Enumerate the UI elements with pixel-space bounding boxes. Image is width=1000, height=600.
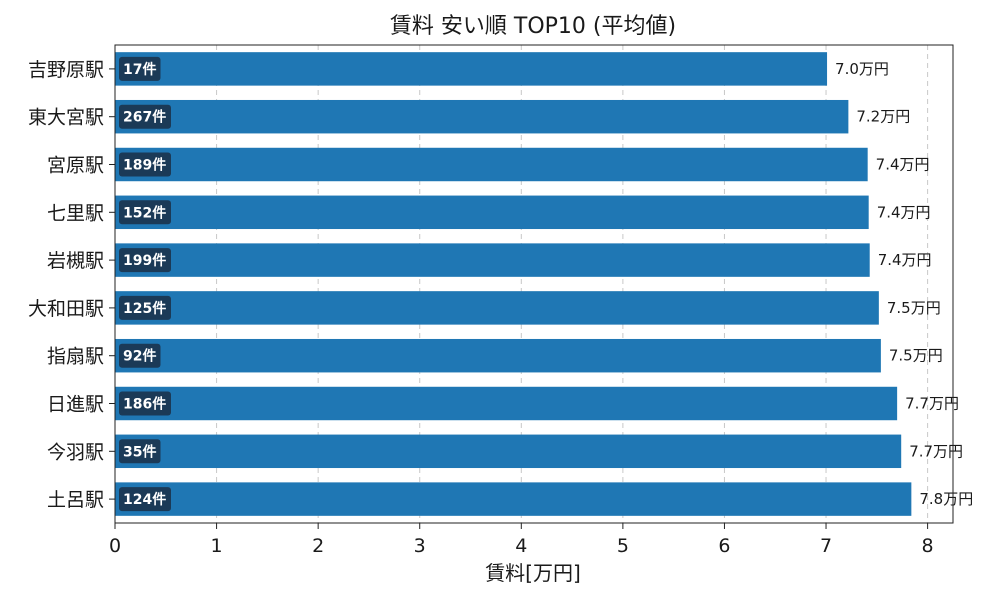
count-label: 17件 bbox=[123, 61, 156, 78]
value-label: 7.7万円 bbox=[909, 442, 963, 460]
x-tick-label: 6 bbox=[718, 535, 730, 557]
bar bbox=[115, 195, 869, 230]
category-label: 七里駅 bbox=[47, 202, 104, 224]
x-tick-label: 5 bbox=[617, 535, 629, 557]
x-tick-label: 8 bbox=[922, 535, 934, 557]
category-label: 指扇駅 bbox=[47, 346, 104, 368]
bar bbox=[115, 291, 879, 325]
count-badge bbox=[119, 104, 171, 129]
count-label: 199件 bbox=[123, 252, 166, 269]
x-tick-label: 3 bbox=[414, 535, 426, 557]
count-label: 152件 bbox=[123, 204, 166, 221]
count-badge bbox=[119, 295, 171, 320]
x-tick-label: 2 bbox=[312, 535, 324, 557]
plot-frame bbox=[114, 44, 954, 524]
value-label: 7.4万円 bbox=[876, 156, 930, 174]
value-label: 7.7万円 bbox=[905, 395, 959, 413]
category-label: 大和田駅 bbox=[28, 298, 104, 320]
x-tick-label: 1 bbox=[211, 535, 223, 557]
category-label: 岩槻駅 bbox=[47, 250, 104, 272]
count-badge bbox=[119, 248, 171, 273]
count-badge bbox=[119, 391, 171, 416]
count-label: 125件 bbox=[123, 300, 166, 317]
value-label: 7.8万円 bbox=[919, 490, 973, 508]
bar bbox=[115, 338, 881, 373]
count-label: 267件 bbox=[123, 109, 166, 126]
x-tick-label: 4 bbox=[515, 535, 527, 557]
count-label: 92件 bbox=[123, 348, 156, 365]
category-label: 吉野原駅 bbox=[28, 59, 104, 81]
x-axis-label: 賃料[万円] bbox=[485, 561, 581, 585]
x-tick-label: 0 bbox=[109, 535, 121, 557]
bar bbox=[115, 482, 912, 516]
value-label: 7.5万円 bbox=[889, 347, 943, 365]
value-label: 7.4万円 bbox=[877, 203, 931, 221]
count-badge bbox=[119, 200, 171, 225]
count-badge bbox=[119, 487, 171, 512]
chart-title: 賃料 安い順 TOP10 (平均値) bbox=[390, 14, 676, 39]
category-label: 土呂駅 bbox=[47, 489, 104, 511]
bars: 17件 7.0万円 267件 7.2万円 189件 7.4万円 152件 7.4万円 199件 7… bbox=[115, 52, 973, 516]
category-label: 東大宮駅 bbox=[28, 107, 104, 129]
x-axis: 0 1 2 3 4 5 6 7 8 bbox=[109, 523, 934, 557]
bar bbox=[115, 434, 902, 469]
count-label: 189件 bbox=[123, 157, 166, 174]
category-label: 日進駅 bbox=[47, 394, 104, 416]
category-label: 宮原駅 bbox=[47, 155, 104, 177]
bar bbox=[115, 99, 849, 134]
value-label: 7.2万円 bbox=[856, 108, 910, 126]
count-badge bbox=[119, 152, 171, 177]
value-label: 7.5万円 bbox=[887, 299, 941, 317]
bar bbox=[115, 52, 828, 86]
category-label: 今羽駅 bbox=[47, 441, 104, 463]
value-label: 7.0万円 bbox=[835, 60, 889, 78]
bar bbox=[115, 243, 870, 277]
count-label: 186件 bbox=[123, 396, 166, 413]
count-badge bbox=[119, 343, 161, 368]
bar bbox=[115, 147, 868, 182]
value-label: 7.4万円 bbox=[878, 251, 932, 269]
bar bbox=[115, 386, 898, 421]
count-badge bbox=[119, 439, 161, 464]
count-label: 35件 bbox=[123, 443, 156, 460]
count-badge bbox=[119, 56, 161, 81]
x-tick-label: 7 bbox=[820, 535, 832, 557]
count-label: 124件 bbox=[123, 491, 166, 508]
